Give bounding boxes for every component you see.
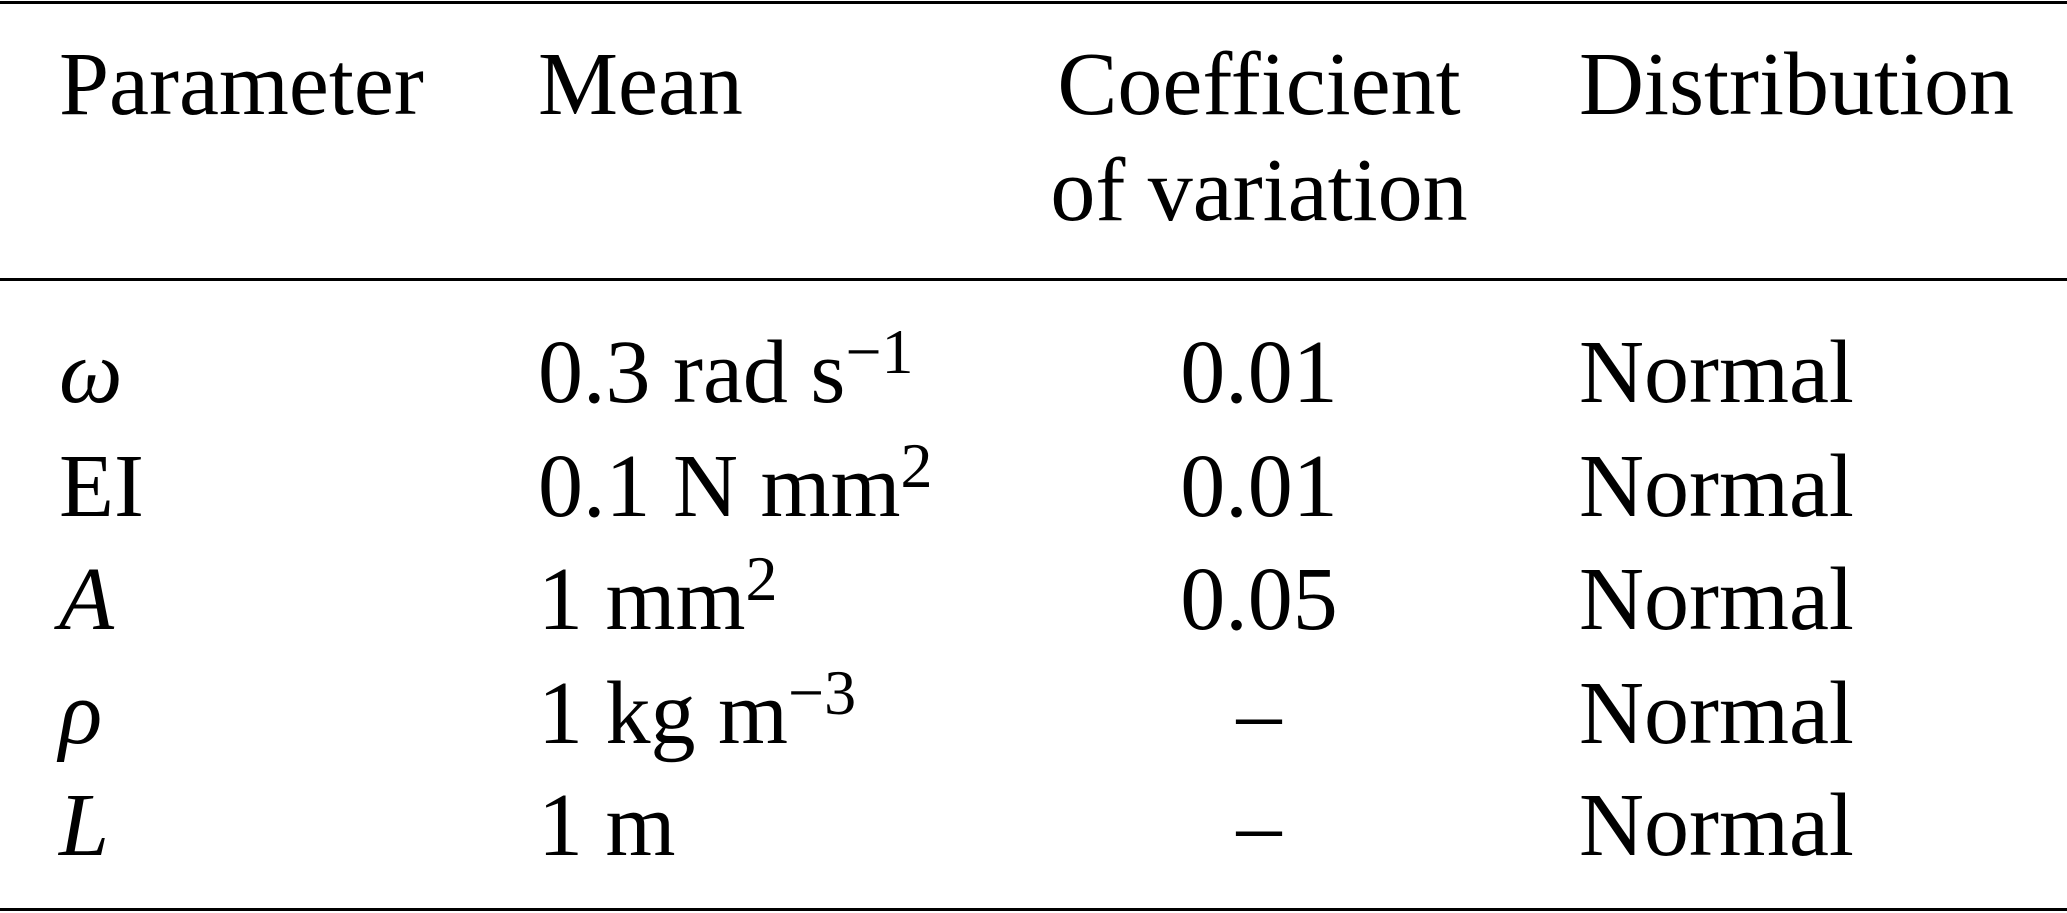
header-rule: [0, 278, 2067, 281]
cell-coefficient-of-variation: –: [1236, 664, 1282, 763]
cell-mean: 0.1 N mm2: [538, 434, 933, 532]
top-rule: [0, 1, 2067, 4]
cell-coefficient-of-variation: 0.01: [1180, 323, 1338, 422]
cell-parameter: A: [59, 550, 114, 649]
mean-value: 0.3 rad s: [538, 323, 846, 422]
mean-value: 1 kg m: [538, 664, 789, 763]
mean-exponent: −3: [788, 657, 857, 728]
cell-distribution: Normal: [1579, 323, 1854, 422]
cell-parameter: L: [59, 776, 110, 875]
mean-value: 1 m: [538, 776, 676, 875]
cell-parameter: ρ: [59, 664, 103, 763]
mean-value: 1 mm: [538, 550, 746, 649]
header-parameter: Parameter: [59, 35, 424, 134]
mean-value: 0.1 N mm: [538, 437, 901, 536]
header-distribution: Distribution: [1579, 35, 2015, 134]
cell-distribution: Normal: [1579, 550, 1854, 649]
bottom-rule: [0, 908, 2067, 911]
header-coefficient: Coefficient: [1057, 35, 1461, 134]
header-of-variation: of variation: [1050, 141, 1468, 240]
cell-mean: 1 mm2: [538, 547, 778, 645]
cell-coefficient-of-variation: 0.05: [1180, 550, 1338, 649]
mean-exponent: 2: [745, 543, 778, 614]
cell-distribution: Normal: [1579, 664, 1854, 763]
cell-parameter: EI: [59, 437, 144, 536]
mean-exponent: −1: [845, 316, 914, 387]
cell-distribution: Normal: [1579, 437, 1854, 536]
cell-mean: 1 m: [538, 781, 676, 871]
cell-coefficient-of-variation: 0.01: [1180, 437, 1338, 536]
cell-coefficient-of-variation: –: [1236, 776, 1282, 875]
header-mean: Mean: [538, 35, 743, 134]
cell-parameter: ω: [59, 323, 123, 422]
mean-exponent: 2: [900, 430, 933, 501]
cell-mean: 1 kg m−3: [538, 661, 856, 759]
cell-mean: 0.3 rad s−1: [538, 320, 914, 418]
cell-distribution: Normal: [1579, 776, 1854, 875]
